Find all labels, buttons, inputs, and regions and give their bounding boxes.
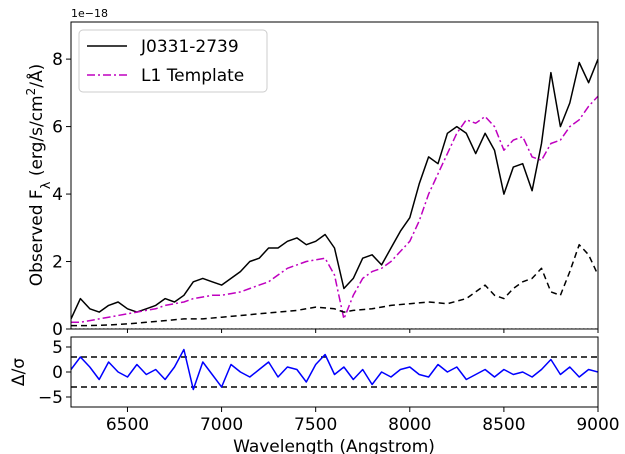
legend-label-j0331: J0331-2739 — [140, 37, 239, 57]
top-y-tick-label: 6 — [52, 118, 63, 138]
x-tick-label: 7000 — [200, 415, 243, 435]
legend: J0331-2739 L1 Template — [78, 29, 268, 93]
bottom-y-tick-label: 5 — [52, 338, 63, 358]
top-series-line-2 — [71, 243, 598, 327]
legend-label-l1-template: L1 Template — [141, 66, 244, 86]
top-offset-label: 1e−18 — [71, 7, 108, 20]
bottom-x-ticks: 6500 7000 7500 8000 8500 9000 — [106, 329, 620, 435]
x-tick-label: 8000 — [388, 415, 431, 435]
top-series-j0331-2739 — [71, 58, 598, 320]
x-tick-label: 9000 — [576, 415, 619, 435]
x-tick-label: 6500 — [106, 415, 149, 435]
bottom-threshold-lines — [71, 356, 598, 388]
x-tick-label: 7500 — [294, 415, 337, 435]
top-y-tick-label: 0 — [52, 320, 63, 340]
bottom-y-ticks: −5 0 5 — [38, 338, 71, 408]
bottom-y-tick-label: −5 — [38, 388, 63, 408]
bottom-series-group — [71, 348, 598, 391]
top-series-l1-template — [71, 95, 598, 324]
bottom-series-line-0 — [71, 348, 598, 391]
x-tick-label: 8500 — [482, 415, 525, 435]
top-y-tick-label: 8 — [52, 50, 63, 70]
bottom-y-tick-label: 0 — [52, 363, 63, 383]
top-axes-frame — [70, 21, 599, 330]
x-axis-label: Wavelength (Angstrom) — [233, 437, 435, 454]
top-y-ticks: 0 2 4 6 8 — [52, 50, 71, 340]
top-series-group — [71, 58, 598, 329]
bottom-panel: −5 0 5 6500 7000 7500 8000 8500 9000 Δ/σ Wavele… — [9, 329, 620, 454]
bottom-y-axis-label: Δ/σ — [9, 358, 29, 386]
top-y-tick-label: 2 — [52, 253, 63, 273]
top-y-tick-label: 4 — [52, 185, 63, 205]
